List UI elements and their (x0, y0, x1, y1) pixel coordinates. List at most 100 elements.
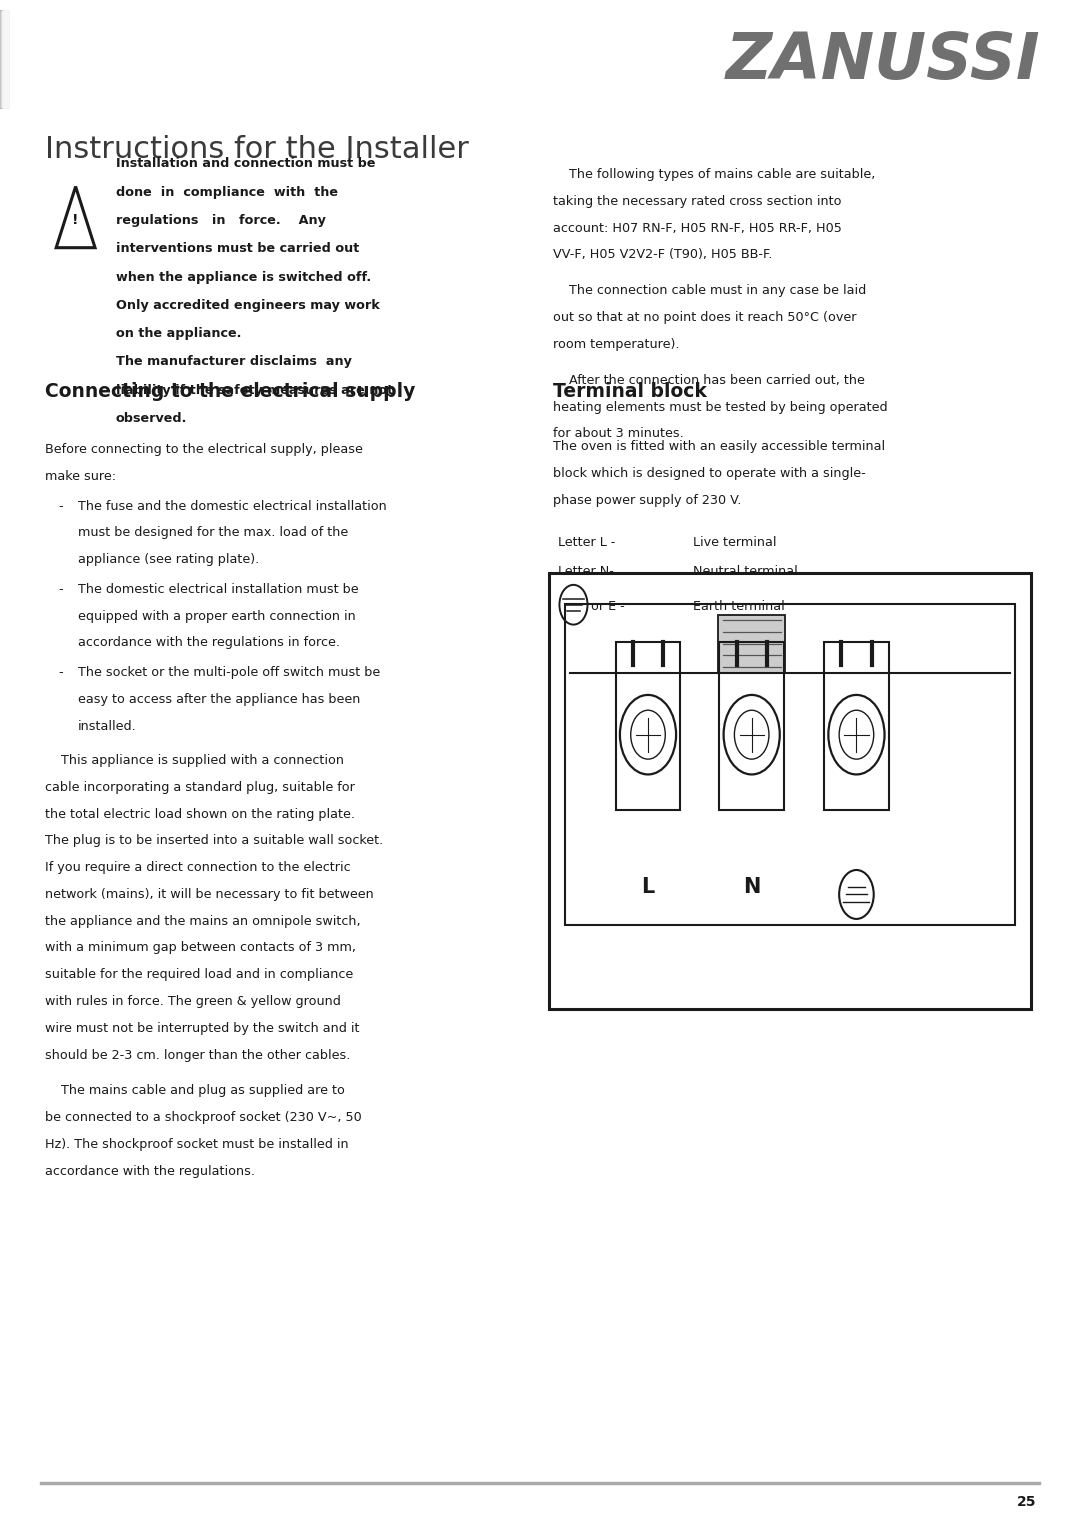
Bar (1, 11, 5, 107)
Text: with rules in force. The green & yellow ground: with rules in force. The green & yellow … (45, 995, 341, 1008)
Bar (2, 11, 6, 107)
Bar (2, 11, 8, 107)
Text: ZANUSSI: ZANUSSI (726, 29, 1040, 92)
Bar (1, 11, 6, 107)
Bar (0, 11, 5, 107)
Bar (0, 11, 5, 107)
Bar (3, 11, 8, 107)
Bar (1, 11, 5, 107)
Bar (3, 11, 8, 107)
Bar (3, 11, 8, 107)
Bar (2, 11, 6, 107)
Bar (1, 11, 5, 107)
Text: account: H07 RN-F, H05 RN-F, H05 RR-F, H05: account: H07 RN-F, H05 RN-F, H05 RR-F, H… (553, 222, 841, 235)
Bar (2, 11, 6, 107)
Text: Hz). The shockproof socket must be installed in: Hz). The shockproof socket must be insta… (45, 1138, 349, 1151)
Bar (1, 11, 6, 107)
Bar (3, 11, 8, 107)
Bar (565, 604, 1015, 925)
Bar (1, 11, 5, 107)
Bar (2, 11, 6, 107)
Text: when the appliance is switched off.: when the appliance is switched off. (116, 271, 370, 284)
Bar (1, 11, 5, 107)
Bar (0, 11, 5, 107)
Bar (0, 11, 4, 107)
Bar (3, 11, 8, 107)
Text: taking the necessary rated cross section into: taking the necessary rated cross section… (553, 194, 841, 208)
Bar (1, 11, 6, 107)
Bar (2, 11, 6, 107)
Text: regulations   in   force.    Any: regulations in force. Any (116, 214, 325, 228)
Text: must be designed for the max. load of the: must be designed for the max. load of th… (78, 526, 348, 540)
Bar (2, 11, 6, 107)
Text: The domestic electrical installation must be: The domestic electrical installation mus… (78, 583, 359, 596)
Bar (2, 11, 6, 107)
Bar (1, 11, 5, 107)
Bar (3, 11, 8, 107)
Text: phase power supply of 230 V.: phase power supply of 230 V. (553, 494, 741, 508)
Bar (2, 11, 8, 107)
Bar (1, 11, 6, 107)
Bar (3, 11, 8, 107)
Bar (3, 11, 9, 107)
Bar (3, 11, 9, 107)
Text: should be 2-3 cm. longer than the other cables.: should be 2-3 cm. longer than the other … (45, 1049, 351, 1061)
Bar (2, 11, 8, 107)
Bar (3, 11, 8, 107)
Bar (1, 11, 5, 107)
Text: Live terminal: Live terminal (693, 535, 777, 549)
Bar (3, 11, 8, 107)
Text: The manufacturer disclaims  any: The manufacturer disclaims any (116, 355, 351, 368)
Bar (2, 11, 6, 107)
Text: equipped with a proper earth connection in: equipped with a proper earth connection … (78, 610, 355, 622)
Bar (1, 11, 5, 107)
Bar (2, 11, 6, 107)
Bar (0, 11, 5, 107)
Bar (1, 11, 6, 107)
Bar (1, 11, 5, 107)
Bar (2, 11, 6, 107)
Bar (2, 11, 6, 107)
Bar (1, 11, 6, 107)
Bar (3, 11, 8, 107)
Bar (2, 11, 6, 107)
Bar (2, 11, 6, 107)
Bar (0, 11, 5, 107)
Bar (0, 11, 4, 107)
Bar (3, 11, 8, 107)
Bar (3, 11, 8, 107)
Bar (2, 11, 6, 107)
Text: VV-F, H05 V2V2-F (T90), H05 BB-F.: VV-F, H05 V2V2-F (T90), H05 BB-F. (553, 248, 772, 261)
Text: or E -: or E - (591, 599, 624, 613)
Bar (2, 11, 6, 107)
Bar (1, 11, 5, 107)
Text: 25: 25 (1017, 1495, 1037, 1509)
Bar (1, 11, 6, 107)
Bar (2, 11, 8, 107)
Bar (0, 11, 4, 107)
Bar (0, 11, 5, 107)
Bar (1, 11, 5, 107)
Text: accordance with the regulations in force.: accordance with the regulations in force… (78, 636, 340, 650)
Bar (1, 11, 6, 107)
Bar (2, 11, 6, 107)
Bar (1, 11, 6, 107)
Bar (1, 11, 5, 107)
Bar (1, 11, 5, 107)
Bar (3, 11, 8, 107)
Bar (2, 11, 6, 107)
Bar (3, 11, 8, 107)
Bar (3, 11, 8, 107)
Bar (0, 11, 5, 107)
Bar (1, 11, 6, 107)
Bar (3, 11, 9, 107)
Bar (2, 11, 6, 107)
Bar (3, 11, 8, 107)
Bar (0, 11, 5, 107)
Bar (2, 11, 8, 107)
Bar (2, 11, 6, 107)
Bar (1, 11, 5, 107)
Bar (2, 11, 6, 107)
Bar (1, 11, 5, 107)
Bar (2, 11, 8, 107)
